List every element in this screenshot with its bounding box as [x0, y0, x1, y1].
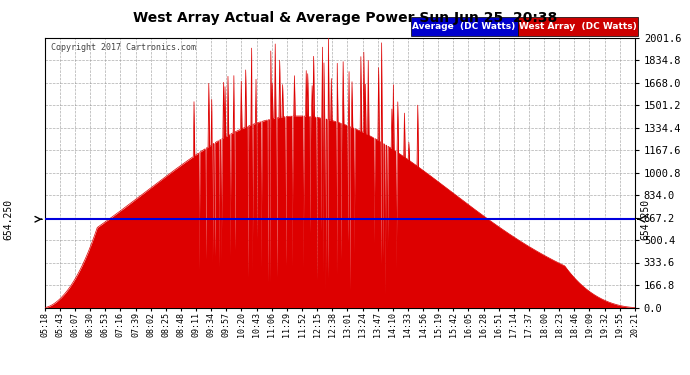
Text: Copyright 2017 Cartronics.com: Copyright 2017 Cartronics.com	[51, 43, 196, 52]
Text: West Array Actual & Average Power Sun Jun 25  20:38: West Array Actual & Average Power Sun Ju…	[133, 11, 557, 25]
Text: 654.250: 654.250	[640, 199, 650, 240]
Text: 654.250: 654.250	[3, 199, 13, 240]
Text: West Array  (DC Watts): West Array (DC Watts)	[519, 22, 637, 31]
Text: Average  (DC Watts): Average (DC Watts)	[413, 22, 515, 31]
